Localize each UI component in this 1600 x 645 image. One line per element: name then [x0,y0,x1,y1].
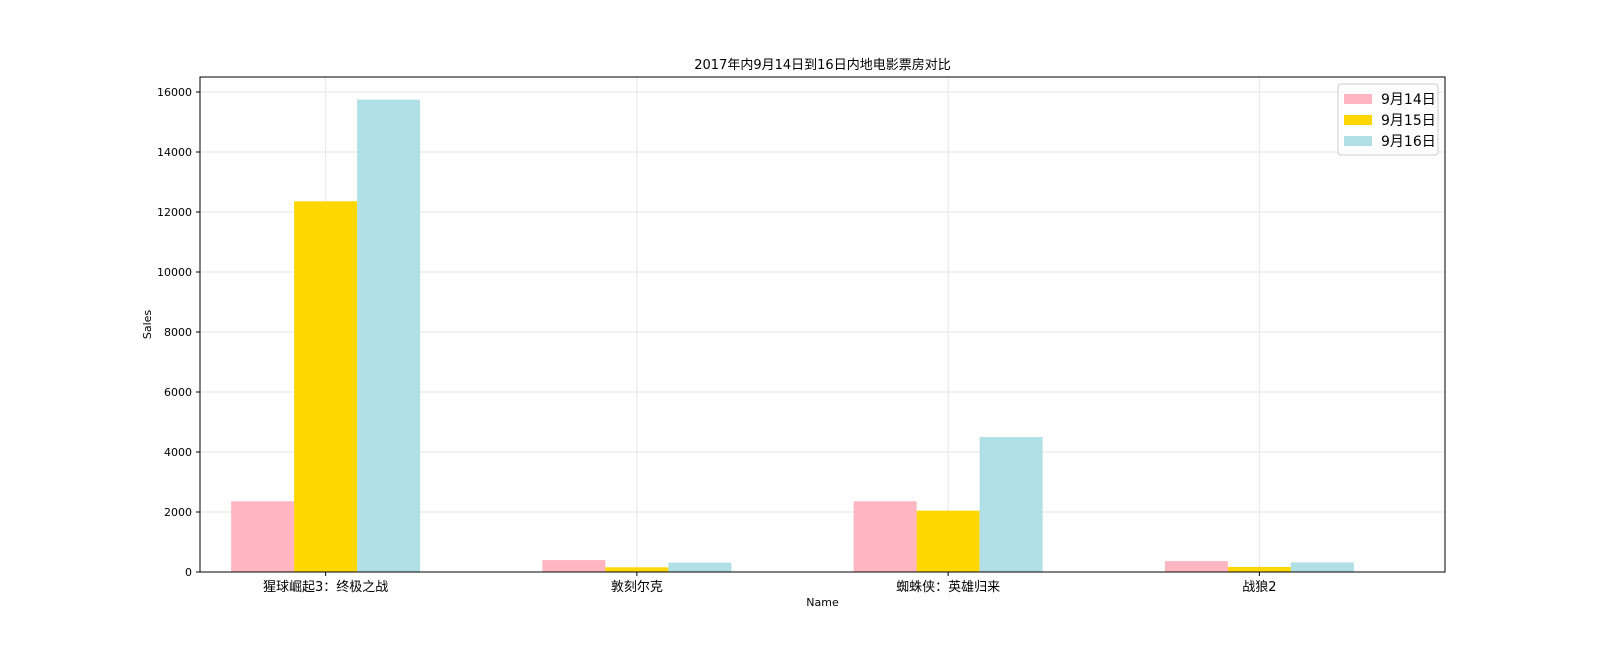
y-tick-label: 2000 [164,506,192,519]
y-tick-label: 8000 [164,326,192,339]
bars-layer [231,99,1354,573]
bar [357,99,421,573]
bar [294,201,358,573]
bar [668,562,732,572]
y-tick-label: 10000 [157,266,192,279]
bar [231,501,295,572]
x-tick-label: 战狼2 [1242,580,1276,595]
legend-label: 9月16日 [1381,134,1436,150]
legend-label: 9月15日 [1381,113,1436,129]
bar [916,510,980,572]
y-tick-label: 0 [185,566,192,579]
bar [1164,561,1228,572]
bar [853,501,917,572]
bar [979,437,1043,572]
legend-swatch [1344,94,1372,104]
y-tick-label: 12000 [157,206,192,219]
bar [542,560,606,572]
x-tick-label: 敦刻尔克 [611,579,663,595]
ticks-layer: 0 2000 4000 6000 8000 10000 12000 14000 16000 猩球崛… [157,86,1277,595]
y-tick-label: 6000 [164,386,192,399]
legend: 9月14日 9月15日 9月16日 [1337,83,1439,156]
bar [605,567,669,572]
y-axis-label: Sales [141,310,154,340]
bar [1227,566,1291,572]
y-tick-label: 4000 [164,446,192,459]
y-tick-label: 16000 [157,86,192,99]
chart-title: 2017年内9月14日到16日内地电影票房对比 [694,57,950,73]
legend-swatch [1344,115,1372,125]
y-tick-label: 14000 [157,146,192,159]
x-tick-label: 猩球崛起3：终极之战 [263,579,388,595]
plot-frame [199,76,1446,573]
legend-label: 9月14日 [1381,92,1436,108]
x-axis-label: Name [806,596,839,609]
bar [1290,562,1354,572]
x-tick-label: 蜘蛛侠：英雄归来 [896,580,1000,595]
legend-swatch [1344,136,1372,146]
